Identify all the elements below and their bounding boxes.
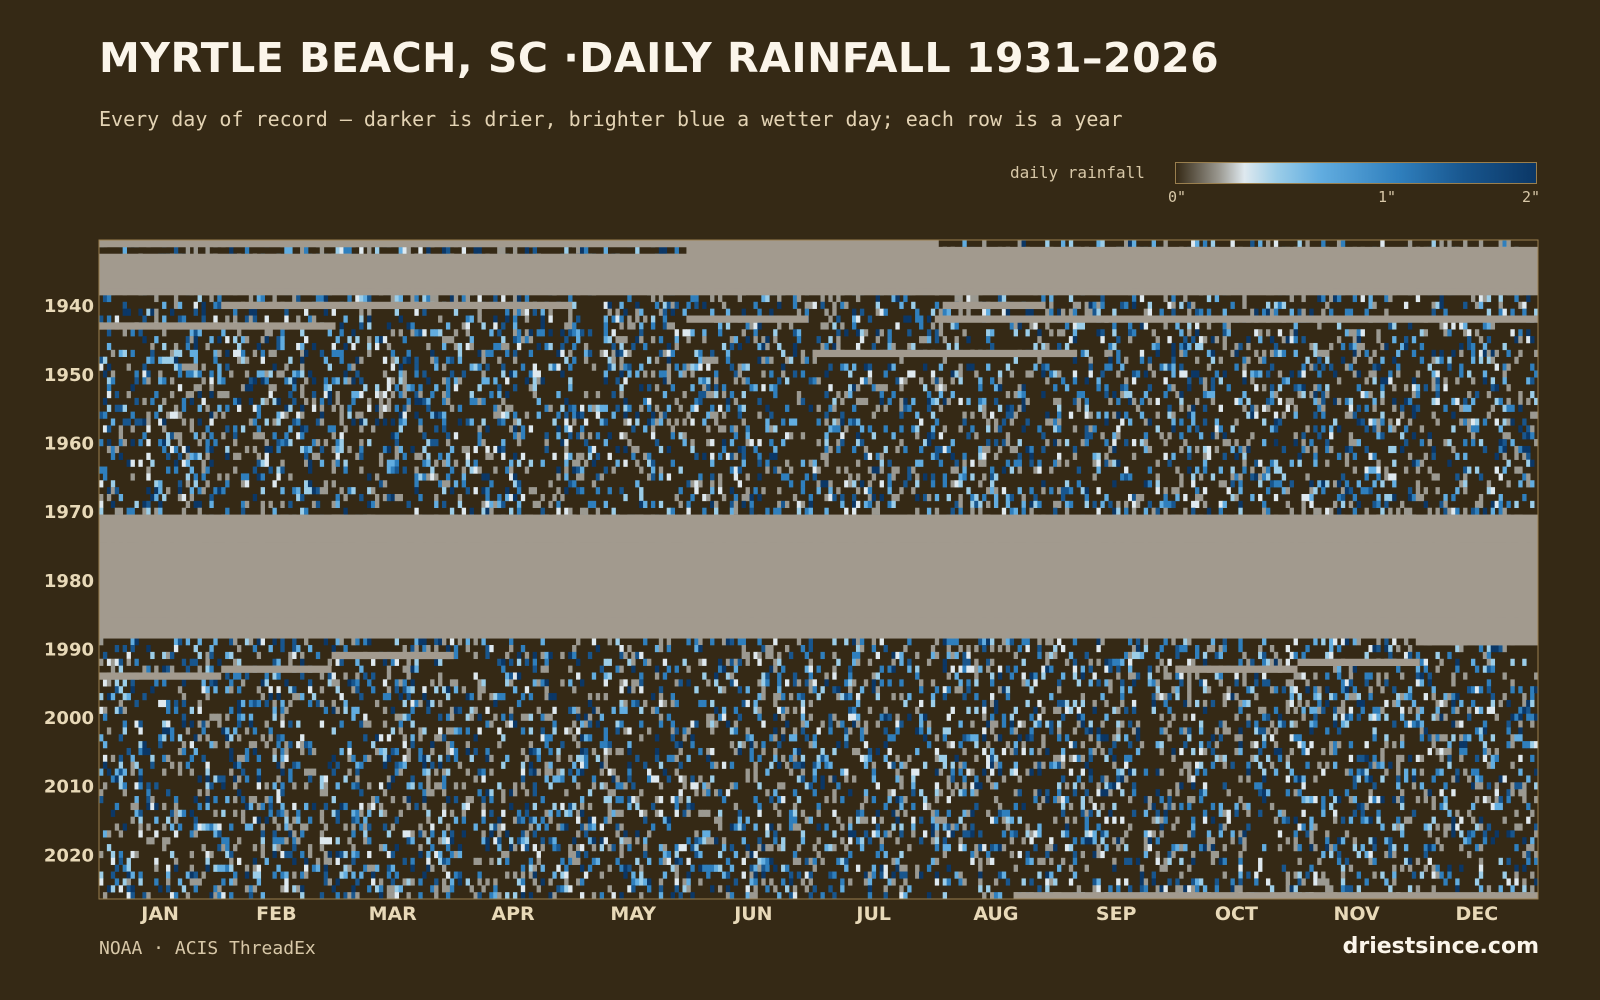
missing-period xyxy=(221,665,332,673)
missing-period xyxy=(221,301,573,310)
missing-period xyxy=(812,349,1077,358)
missing-period xyxy=(1297,658,1420,666)
month-tick-label: DEC xyxy=(1456,903,1499,925)
missing-period xyxy=(99,535,1538,543)
missing-period xyxy=(99,583,1538,591)
missing-period xyxy=(99,576,1538,584)
month-tick-label: MAY xyxy=(610,903,656,925)
missing-period xyxy=(942,301,1046,310)
missing-period xyxy=(99,631,1538,639)
missing-period xyxy=(99,542,1538,550)
legend-label: daily rainfall xyxy=(1010,163,1145,182)
missing-period xyxy=(99,260,1538,268)
missing-period xyxy=(99,555,1538,564)
missing-period xyxy=(99,274,1538,282)
year-tick-label: 1990 xyxy=(44,639,94,660)
missing-period xyxy=(99,240,939,248)
chart-subtitle: Every day of record — darker is drier, b… xyxy=(99,107,1123,131)
month-tick-label: FEB xyxy=(256,903,296,925)
year-tick-label: 1980 xyxy=(44,571,94,592)
month-tick-label: SEP xyxy=(1096,903,1137,925)
missing-period xyxy=(99,562,1538,570)
month-tick-label: OCT xyxy=(1215,903,1258,925)
missing-period xyxy=(686,246,1538,255)
missing-period xyxy=(99,521,1538,529)
plot-frame xyxy=(98,239,1539,900)
missing-period xyxy=(934,315,1538,323)
year-tick-label: 2000 xyxy=(44,708,94,729)
missing-period xyxy=(1013,892,1538,900)
missing-period xyxy=(99,596,1538,605)
missing-period xyxy=(99,281,1538,289)
month-tick-label: JUL xyxy=(854,903,891,925)
legend-tick-1: 1" xyxy=(1378,188,1397,206)
year-tick-label: 1940 xyxy=(44,296,94,317)
year-tick-label: 2020 xyxy=(44,845,94,866)
missing-period xyxy=(99,617,1538,625)
brand-link[interactable]: driestsince.com xyxy=(1342,934,1539,959)
missing-period xyxy=(686,315,809,323)
month-tick-label: MAR xyxy=(369,903,418,925)
year-tick-label: 1950 xyxy=(44,365,94,386)
missing-period xyxy=(331,651,454,660)
legend-tick-0: 0" xyxy=(1168,188,1187,206)
missing-period xyxy=(99,610,1538,618)
missing-period xyxy=(1415,638,1538,646)
year-tick-label: 1970 xyxy=(44,502,94,523)
year-tick-label: 2010 xyxy=(44,777,94,798)
legend-color-scale xyxy=(1175,162,1537,184)
month-tick-label: JAN xyxy=(139,903,179,925)
chart-title: MYRTLE BEACH, SC ·DAILY RAINFALL 1931–20… xyxy=(99,34,1220,82)
missing-period xyxy=(99,569,1538,577)
month-tick-label: AUG xyxy=(973,903,1018,925)
missing-period xyxy=(1175,665,1298,673)
missing-period xyxy=(99,603,1538,612)
missing-period xyxy=(99,322,336,330)
missing-period xyxy=(99,590,1538,598)
missing-period xyxy=(99,288,1538,296)
missing-period xyxy=(99,528,1538,536)
missing-period xyxy=(99,253,1538,261)
missing-period xyxy=(99,548,1538,557)
source-credit: NOAA · ACIS ThreadEx xyxy=(99,938,316,959)
month-tick-label: JUN xyxy=(732,903,772,925)
month-tick-label: APR xyxy=(491,903,535,925)
missing-data-overlay xyxy=(99,240,1538,900)
missing-period xyxy=(99,624,1538,632)
missing-period xyxy=(99,672,222,680)
missing-period xyxy=(99,514,1538,522)
missing-period xyxy=(99,267,1538,275)
year-tick-label: 1960 xyxy=(44,434,94,455)
month-tick-label: NOV xyxy=(1333,903,1380,925)
legend-tick-2: 2" xyxy=(1522,188,1541,206)
